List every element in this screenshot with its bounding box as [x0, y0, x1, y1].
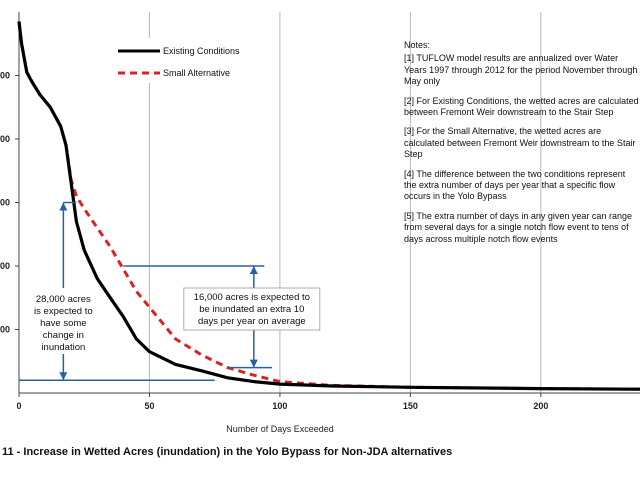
y-tick-labels: 00 00 00 00 00: [0, 71, 10, 335]
y-tick-label-4: 00: [0, 71, 10, 81]
notes-panel: Notes: [1] TUFLOW model results are annu…: [404, 40, 640, 253]
figure-caption: 11 - Increase in Wetted Acres (inundatio…: [2, 446, 453, 458]
left-annotation-line-1: is expected to: [34, 306, 93, 317]
y-tick-label-1: 00: [0, 261, 10, 271]
right-annotation-box: [183, 287, 321, 331]
left-annotation-line-0: 28,000 acres: [36, 294, 91, 305]
note-2: [2] For Existing Conditions, the wetted …: [404, 95, 639, 118]
x-tick-label-3: 150: [403, 401, 418, 411]
notes-header: Notes:: [404, 40, 431, 50]
y-tick-label-2: 00: [0, 198, 10, 208]
x-tick-label-1: 50: [144, 401, 154, 411]
left-annotation-arrow-head-top: [59, 202, 68, 211]
note-3: [3] For the Small Alternative, the wette…: [404, 126, 636, 160]
legend-label-1: Small Alternative: [163, 68, 230, 78]
left-annotation-line-2: have some: [40, 318, 86, 329]
right-annotation-arrow-head-top: [249, 266, 258, 274]
right-annotation-line-1: be inundated an extra 10: [199, 304, 304, 315]
y-tick-label-0: 00: [0, 325, 10, 335]
series-lines: [17, 21, 640, 391]
left-annotation-line-4: inundation: [41, 342, 85, 353]
x-axis-label: Number of Days Exceeded: [226, 424, 334, 434]
x-tick-label-2: 100: [272, 401, 287, 411]
legend-label-0: Existing Conditions: [163, 46, 240, 56]
note-5: [5] The extra number of days in any give…: [404, 210, 632, 244]
left-annotation-arrow-head-bottom: [59, 372, 68, 381]
x-tick-label-4: 200: [533, 401, 548, 411]
note-1: [1] TUFLOW model results are annualized …: [404, 53, 638, 87]
right-annotation-line-2: days per year on average: [198, 316, 306, 327]
series-line-existing-conditions: [17, 21, 640, 391]
left-annotation-box: [30, 288, 97, 354]
note-4: [4] The difference between the two condi…: [404, 168, 626, 202]
axes: [15, 12, 640, 397]
x-tick-label-0: 0: [16, 401, 21, 411]
x-tick-labels: 0 50 100 150 200: [16, 401, 548, 411]
left-annotation-line-3: change in: [43, 330, 84, 341]
legend: Existing Conditions Small Alternative: [110, 38, 260, 83]
series-line-small-alternative: [17, 21, 640, 391]
y-tick-label-3: 00: [0, 134, 10, 144]
right-annotation-arrow-head-bottom: [249, 359, 258, 368]
right-annotation-line-0: 16,000 acres is expected to: [194, 292, 310, 303]
legend-box: [110, 38, 260, 83]
